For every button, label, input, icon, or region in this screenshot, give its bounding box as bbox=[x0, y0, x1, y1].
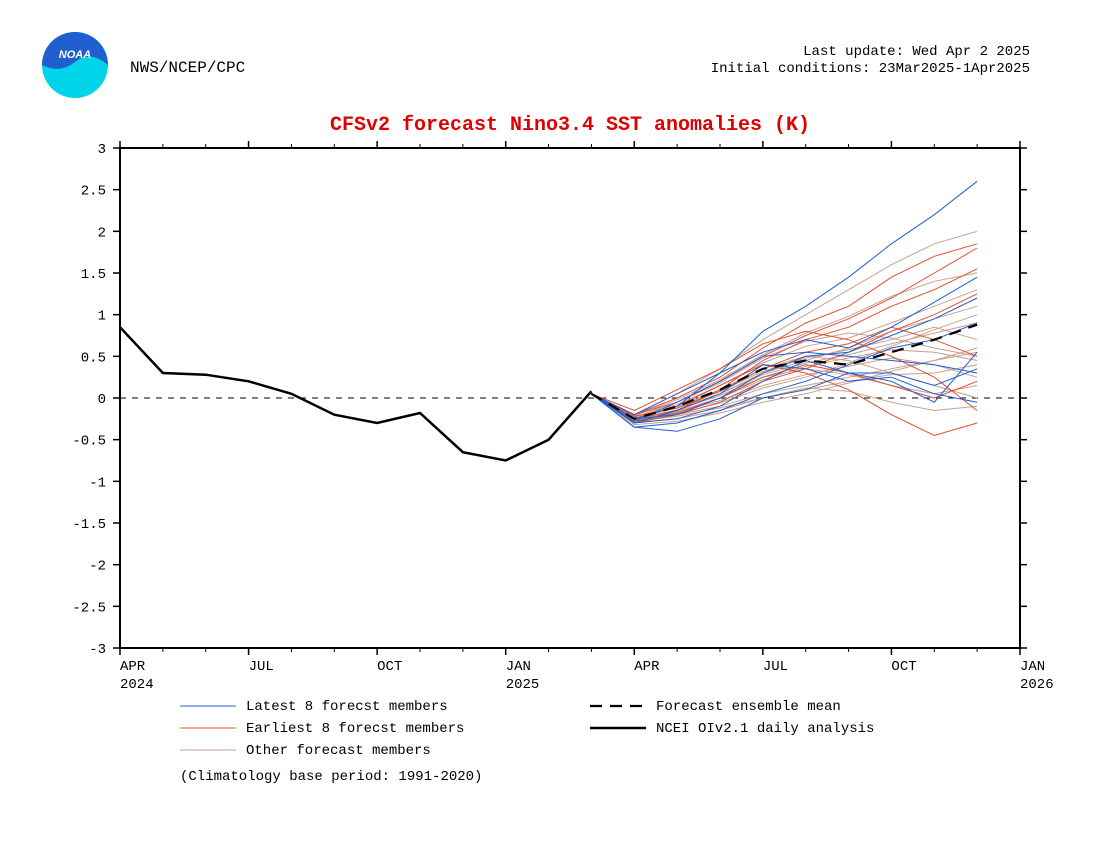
x-tick-label: JAN bbox=[506, 659, 531, 675]
y-tick-label: -0.5 bbox=[72, 434, 106, 450]
y-tick-label: -2 bbox=[89, 559, 106, 575]
earliest-member-line bbox=[591, 244, 977, 415]
y-tick-label: 0.5 bbox=[81, 350, 106, 366]
x-year-label: 2025 bbox=[506, 677, 540, 693]
y-tick-label: -1 bbox=[89, 475, 106, 491]
y-tick-label: 1.5 bbox=[81, 267, 106, 283]
x-tick-label: JUL bbox=[249, 659, 274, 675]
noaa-logo: NOAA bbox=[42, 32, 108, 98]
latest-member-line bbox=[591, 298, 977, 419]
legend-label: Forecast ensemble mean bbox=[656, 699, 841, 715]
ensemble-mean-line bbox=[591, 325, 977, 419]
x-tick-label: APR bbox=[634, 659, 660, 675]
y-tick-label: 0 bbox=[98, 392, 106, 408]
observation-line bbox=[120, 327, 591, 460]
y-tick-label: -1.5 bbox=[72, 517, 106, 533]
x-tick-label: APR bbox=[120, 659, 146, 675]
legend-footnote: (Climatology base period: 1991-2020) bbox=[180, 769, 482, 785]
x-tick-label: OCT bbox=[377, 659, 402, 675]
other-member-line bbox=[591, 290, 977, 417]
latest-member-line bbox=[591, 181, 977, 418]
y-tick-label: -3 bbox=[89, 642, 106, 658]
forecast-chart: NOAA NWS/NCEP/CPC Last update: Wed Apr 2 2… bbox=[0, 0, 1100, 850]
legend-label: NCEI OIv2.1 daily analysis bbox=[656, 721, 874, 737]
x-tick-label: OCT bbox=[891, 659, 916, 675]
x-year-label: 2026 bbox=[1020, 677, 1054, 693]
y-tick-label: -2.5 bbox=[72, 600, 106, 616]
svg-text:NOAA: NOAA bbox=[59, 49, 91, 61]
init-cond-label: Initial conditions: 23Mar2025-1Apr2025 bbox=[711, 61, 1030, 77]
last-update-label: Last update: Wed Apr 2 2025 bbox=[803, 44, 1030, 60]
legend-label: Earliest 8 forecst members bbox=[246, 721, 464, 737]
y-tick-label: 2 bbox=[98, 225, 106, 241]
y-tick-label: 2.5 bbox=[81, 184, 106, 200]
x-tick-label: JUL bbox=[763, 659, 788, 675]
y-tick-label: 3 bbox=[98, 142, 106, 158]
legend-label: Latest 8 forecst members bbox=[246, 699, 448, 715]
legend-label: Other forecast members bbox=[246, 743, 431, 759]
x-year-label: 2024 bbox=[120, 677, 154, 693]
x-tick-label: JAN bbox=[1020, 659, 1045, 675]
y-tick-label: 1 bbox=[98, 309, 106, 325]
agency-label: NWS/NCEP/CPC bbox=[130, 59, 245, 77]
chart-title: CFSv2 forecast Nino3.4 SST anomalies (K) bbox=[330, 114, 810, 137]
